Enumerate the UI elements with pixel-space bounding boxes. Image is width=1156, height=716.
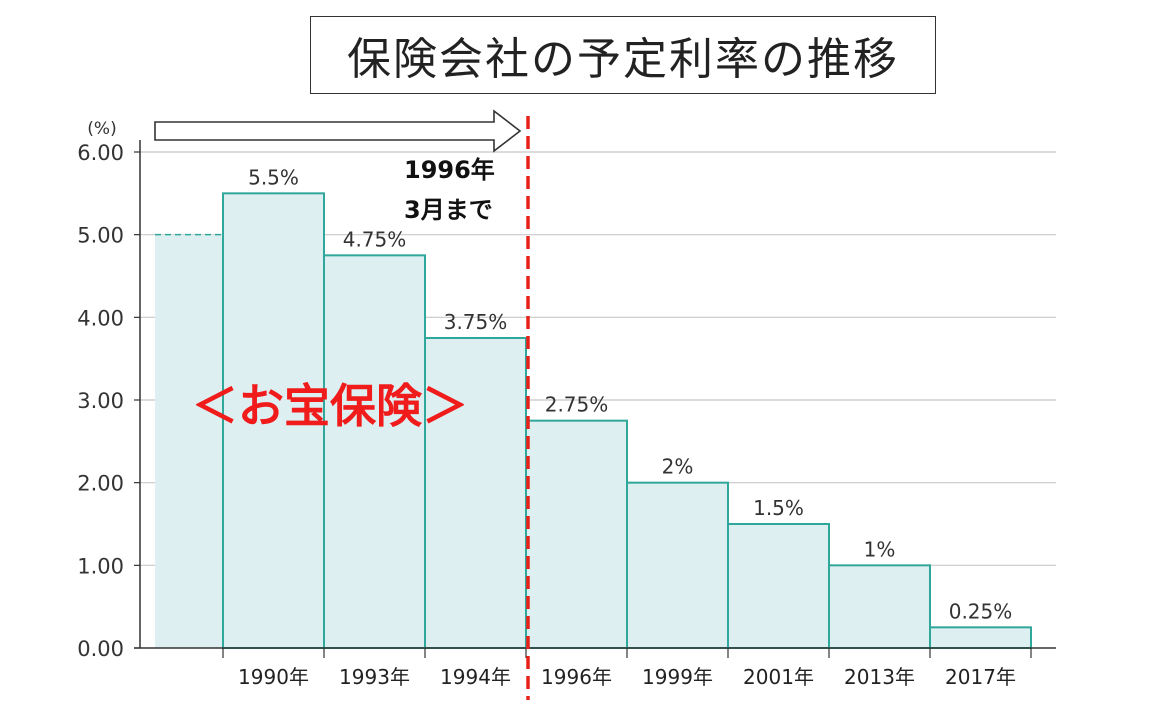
bar	[626, 481, 729, 649]
bar	[222, 192, 325, 649]
bars	[155, 192, 1032, 649]
bar	[525, 419, 628, 649]
y-tick-labels: 0.00 1.00 2.00 3.00 4.00 5.00 6.00(%)	[77, 119, 124, 661]
region-label: ＜お宝保険＞	[192, 379, 468, 433]
bar	[323, 254, 426, 649]
bar	[929, 626, 1032, 649]
bar	[155, 234, 223, 648]
y-axis-unit: (%)	[87, 119, 116, 139]
y-tick-label: 1.00	[77, 554, 124, 578]
bar	[828, 564, 931, 649]
arrow-icon	[154, 109, 522, 153]
data-label: 1.5%	[753, 496, 804, 520]
y-tick-label: 6.00	[77, 141, 124, 165]
bar	[727, 523, 830, 649]
data-label: 5.5%	[248, 165, 299, 189]
data-label: 2%	[662, 455, 694, 479]
y-tick-label: 5.00	[77, 224, 124, 248]
x-tick-label: 1990年	[238, 665, 309, 689]
x-tick-label: 1993年	[339, 665, 410, 689]
x-tick-label: 2013年	[844, 665, 915, 689]
y-tick-label: 0.00	[77, 637, 124, 661]
x-tick-label: 2017年	[945, 665, 1016, 689]
axes	[134, 140, 1056, 658]
cutoff-label-line2: 3月まで	[404, 196, 493, 224]
data-label: 2.75%	[545, 393, 609, 417]
annotations: 1996年 3月まで ＜お宝保険＞	[154, 109, 530, 700]
x-tick-label: 1996年	[541, 665, 612, 689]
chart-title: 保険会社の予定利率の推移	[310, 16, 936, 94]
y-tick-label: 3.00	[77, 389, 124, 413]
x-tick-label: 2001年	[743, 665, 814, 689]
data-label: 3.75%	[444, 310, 508, 334]
data-label: 4.75%	[343, 227, 407, 251]
x-tick-label: 1999年	[642, 665, 713, 689]
x-tick-label: 1994年	[440, 665, 511, 689]
data-label: 0.25%	[949, 599, 1013, 623]
value-labels: 5.5% 4.75% 3.75% 2.75% 2% 1.5% 1% 0.25%	[248, 165, 1012, 623]
bar	[424, 337, 527, 649]
y-tick-label: 2.00	[77, 472, 124, 496]
x-tick-labels: 1990年 1993年 1994年 1996年 1999年 2001年 2013年 2017年	[238, 665, 1016, 689]
cutoff-label-line1: 1996年	[404, 156, 495, 184]
y-tick-label: 4.00	[77, 306, 124, 330]
data-label: 1%	[864, 537, 896, 561]
